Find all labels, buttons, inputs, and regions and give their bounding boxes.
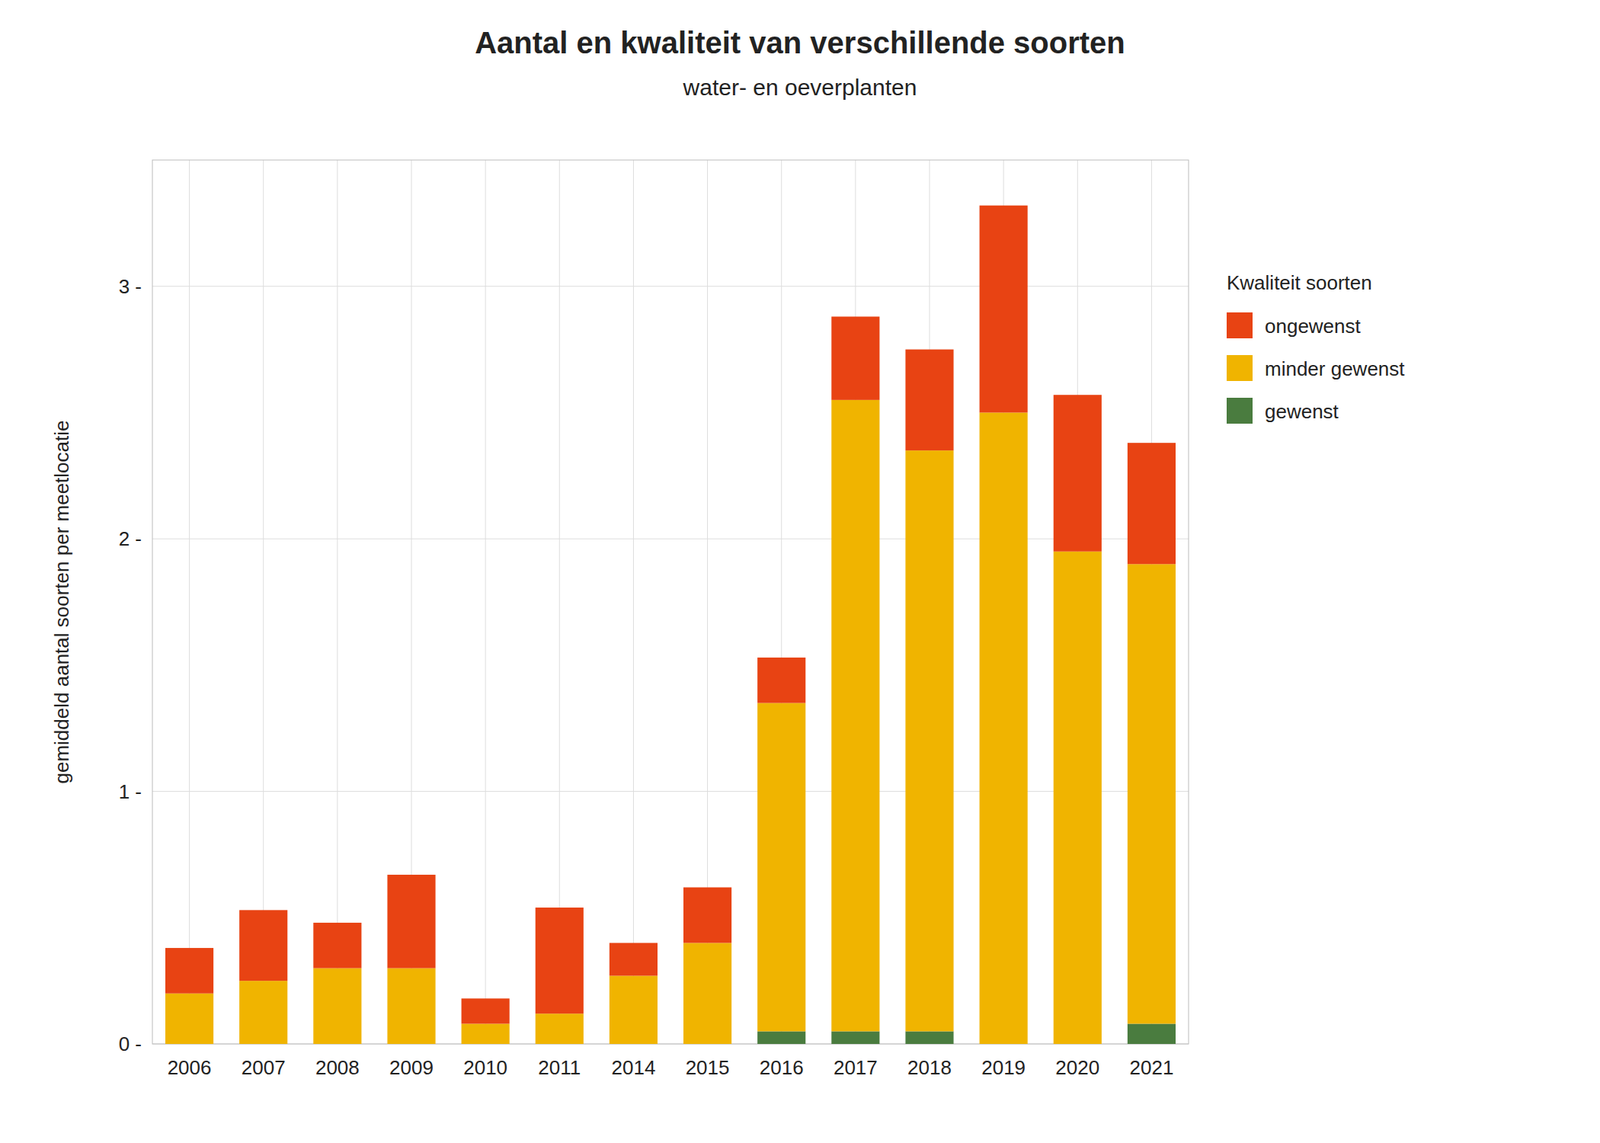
y-grid-line [152,538,1189,540]
bar-segment [535,1013,584,1044]
legend-title: Kwaliteit soorten [1226,271,1373,295]
bar-segment [313,922,362,969]
legend-entry: ongewenst [1264,314,1362,338]
x-tick-label: 2018 [907,1056,952,1079]
y-grid-line [152,790,1189,792]
bar-segment [905,1030,954,1044]
x-grid-line [336,160,338,1044]
x-tick-label: 2021 [1129,1056,1175,1079]
y-tick-label: 0 - [118,1032,142,1056]
bar-segment [757,657,806,704]
bar-segment [165,947,214,994]
series-1 [165,400,1176,1044]
bar-segment [1053,394,1102,551]
bar-segment [831,316,880,400]
legend-entry: minder gewenst [1264,357,1405,381]
grid [152,160,1189,1044]
bar-segment [461,1023,510,1044]
x-tick-label: 2008 [315,1056,360,1079]
bar-segment [905,349,954,452]
x-tick-label: 2007 [241,1056,286,1079]
y-tick-label: 3 - [118,275,142,298]
x-tick-label: 2019 [981,1056,1026,1079]
y-grid-line [152,285,1189,287]
legend-swatch [1226,312,1253,339]
bar-segment [461,998,510,1024]
bar-segment [165,993,214,1044]
bar-segment [757,1030,806,1044]
y-axis-label: gemiddeld aantal soorten per meetlocatie [50,420,74,784]
x-tick-label: 2016 [759,1056,804,1079]
x-grid-line [485,160,487,1044]
bar-segment [831,400,880,1032]
bar-segment [683,887,732,944]
bar-segment [239,909,288,981]
bar-segment [239,980,288,1044]
legend-entry: gewenst [1264,400,1340,423]
series-0 [757,1023,1176,1044]
bar-segment [535,907,584,1014]
subtitle: water- en oeverplanten [682,74,918,100]
x-tick-label: 2010 [463,1056,508,1079]
bar-segment [831,1030,880,1044]
bar-segment [609,942,658,976]
legend-swatch [1226,355,1253,381]
x-axis: 2006 2007 2008 2009 2010 2011 2014 2015 2016 2017… [167,1056,1175,1079]
bar-segment [1053,551,1102,1044]
background [0,0,1600,1143]
x-tick-label: 2014 [611,1056,656,1079]
chart-svg: Aantal en kwaliteit van verschillende so… [0,0,1600,1143]
bar-segment [757,703,806,1032]
bar-segment [387,874,436,969]
x-tick-label: 2011 [537,1056,581,1079]
series-2 [165,205,1176,1024]
bar-segment [905,450,954,1031]
legend: Kwaliteit soorten ongewenst minder gewenst… [1226,271,1405,424]
bar-segment [979,205,1028,413]
y-axis: 0 - 1 - 2 - 3 - [118,275,142,1056]
x-tick-label: 2017 [833,1056,878,1079]
title: Aantal en kwaliteit van verschillende so… [474,25,1126,60]
bar-segment [313,968,362,1044]
x-tick-label: 2015 [685,1056,730,1079]
chart-container: Aantal en kwaliteit van verschillende so… [0,0,1600,1143]
bar-segment [609,976,658,1044]
plot-frame [152,160,1189,1044]
y-tick-label: 1 - [118,780,142,804]
bar-segment [1127,1023,1176,1044]
x-tick-label: 2009 [389,1056,434,1079]
bar-segment [1127,442,1176,564]
x-grid-line [633,160,634,1044]
x-tick-label: 2020 [1055,1056,1100,1079]
bars [165,205,1176,1044]
x-tick-label: 2006 [167,1056,212,1079]
bar-segment [683,942,732,1044]
x-grid-line [188,160,190,1044]
bar-segment [979,412,1028,1044]
legend-swatch [1226,397,1253,424]
bar-segment [1127,563,1176,1024]
y-tick-label: 2 - [118,527,142,551]
bar-segment [387,968,436,1044]
